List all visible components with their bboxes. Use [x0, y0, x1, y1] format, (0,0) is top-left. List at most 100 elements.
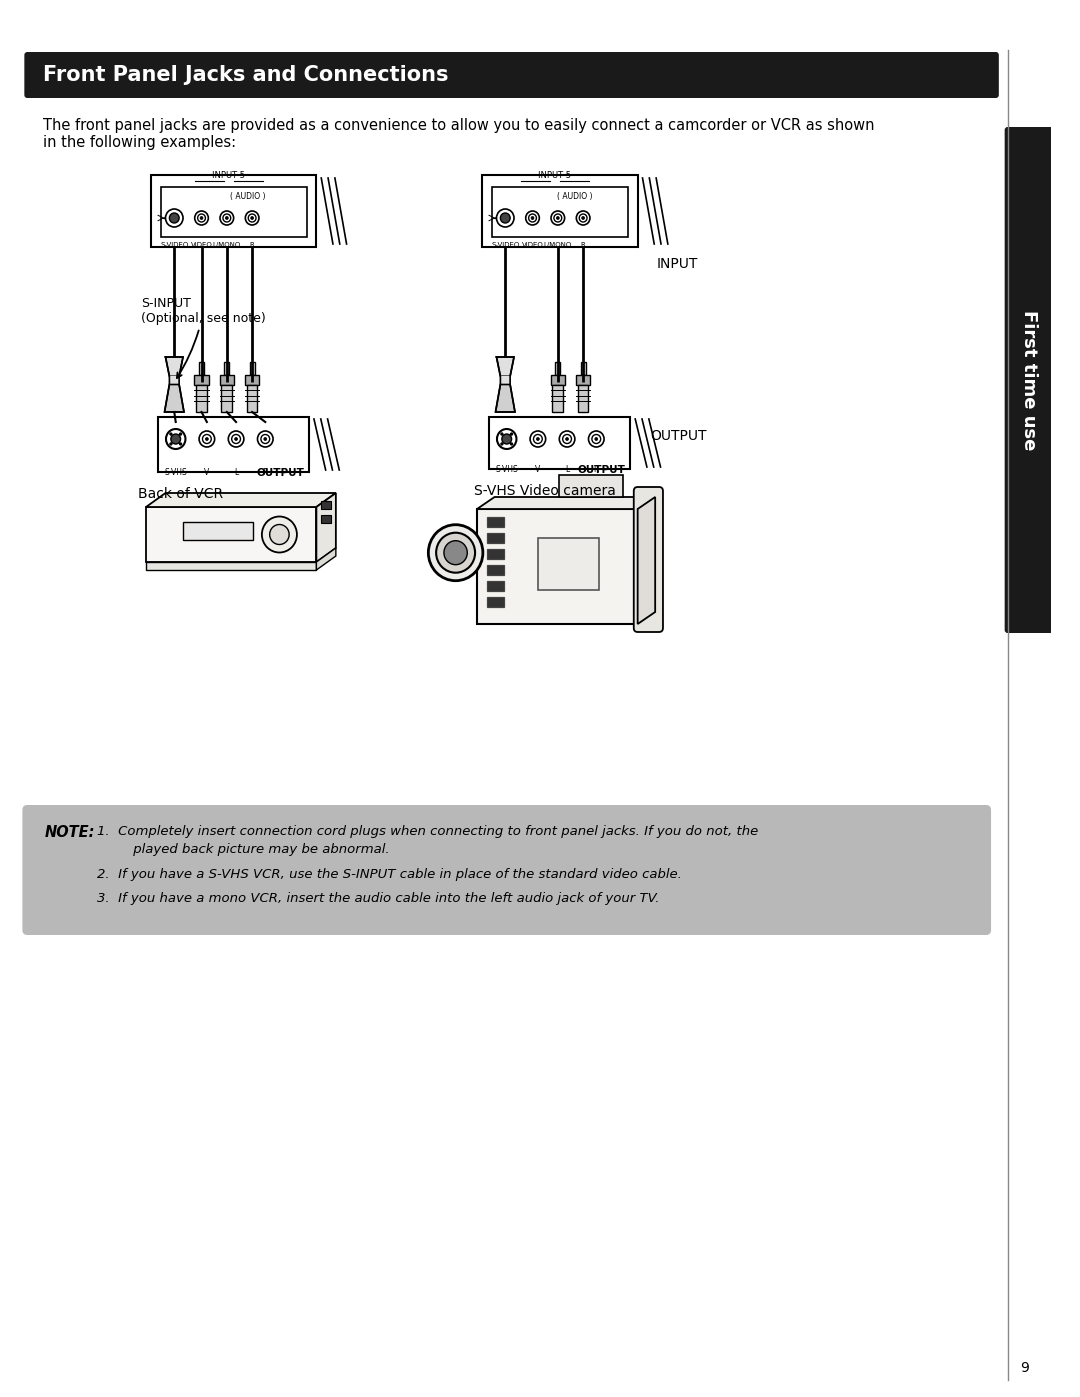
Bar [151, 175, 316, 247]
Text: OUTPUT: OUTPUT [650, 429, 706, 443]
Circle shape [179, 443, 181, 446]
Circle shape [232, 434, 241, 443]
Bar [146, 507, 316, 562]
Bar [194, 374, 208, 384]
Text: V: V [204, 468, 210, 476]
Text: R: R [581, 242, 585, 249]
Circle shape [497, 210, 514, 226]
Text: S-INPUT
(Optional, see note): S-INPUT (Optional, see note) [141, 298, 266, 379]
Bar [158, 416, 309, 472]
Bar [489, 416, 631, 469]
Circle shape [551, 211, 565, 225]
Circle shape [554, 214, 562, 222]
Circle shape [530, 432, 545, 447]
Circle shape [497, 429, 516, 448]
Circle shape [537, 437, 539, 440]
Polygon shape [316, 548, 336, 570]
Circle shape [500, 212, 510, 224]
Bar [500, 376, 510, 384]
Circle shape [199, 432, 215, 447]
Text: OUTPUT: OUTPUT [578, 465, 625, 475]
Circle shape [502, 434, 512, 444]
Bar [487, 517, 504, 527]
Bar [555, 362, 561, 374]
Circle shape [436, 532, 475, 573]
Polygon shape [496, 384, 515, 412]
Bar [197, 384, 207, 412]
Bar [321, 502, 330, 509]
Bar [576, 374, 591, 384]
Polygon shape [165, 358, 183, 376]
Polygon shape [316, 493, 336, 562]
Bar [146, 562, 316, 570]
Circle shape [251, 217, 254, 219]
Bar [578, 384, 589, 412]
Circle shape [556, 217, 559, 219]
Circle shape [501, 433, 503, 434]
Circle shape [592, 434, 600, 443]
Text: V: V [536, 465, 540, 474]
Text: L: L [234, 468, 239, 476]
Bar [491, 187, 627, 237]
Circle shape [563, 434, 571, 443]
Text: S-VHS: S-VHS [164, 468, 187, 476]
Text: S-VHS Video camera: S-VHS Video camera [474, 483, 616, 497]
Circle shape [511, 443, 513, 446]
Bar [321, 515, 330, 522]
Text: INPUT 5: INPUT 5 [213, 170, 245, 180]
Circle shape [582, 217, 584, 219]
Polygon shape [477, 497, 656, 509]
Text: ( AUDIO ): ( AUDIO ) [556, 191, 592, 201]
Bar [247, 384, 257, 412]
Bar [538, 538, 599, 590]
Text: Front Panel Jacks and Connections: Front Panel Jacks and Connections [43, 66, 448, 85]
Circle shape [220, 211, 233, 225]
FancyBboxPatch shape [634, 488, 663, 631]
Bar [487, 549, 504, 559]
Circle shape [222, 214, 231, 222]
Circle shape [534, 434, 542, 443]
Text: played back picture may be abnormal.: played back picture may be abnormal. [112, 842, 390, 856]
Circle shape [170, 212, 179, 224]
Circle shape [531, 217, 534, 219]
Text: 1.  Completely insert connection cord plugs when connecting to front panel jacks: 1. Completely insert connection cord plu… [97, 826, 758, 838]
Circle shape [202, 434, 212, 443]
Text: Back of VCR: Back of VCR [137, 488, 222, 502]
Polygon shape [146, 493, 336, 507]
Text: R: R [262, 468, 268, 476]
Circle shape [194, 211, 208, 225]
Bar [225, 362, 229, 374]
Circle shape [179, 433, 181, 434]
Bar [170, 376, 179, 384]
Circle shape [270, 524, 289, 545]
Circle shape [205, 437, 208, 440]
FancyBboxPatch shape [23, 805, 991, 935]
Bar [551, 374, 565, 384]
Circle shape [511, 433, 513, 434]
Text: R: R [594, 465, 599, 474]
Text: S-VHS: S-VHS [496, 465, 518, 474]
Circle shape [170, 443, 172, 446]
FancyBboxPatch shape [25, 52, 999, 98]
Bar [487, 534, 504, 543]
Circle shape [198, 214, 205, 222]
Circle shape [559, 432, 575, 447]
Circle shape [165, 210, 183, 226]
Bar [553, 384, 563, 412]
Polygon shape [497, 358, 514, 376]
Text: 9: 9 [1020, 1361, 1028, 1375]
Polygon shape [164, 384, 184, 412]
Bar [245, 374, 259, 384]
Bar [581, 362, 585, 374]
Text: VIDEO: VIDEO [191, 242, 213, 249]
Text: ( AUDIO ): ( AUDIO ) [230, 191, 266, 201]
Text: S-VIDEO: S-VIDEO [160, 242, 188, 249]
Circle shape [261, 517, 297, 552]
Circle shape [501, 443, 503, 446]
Text: R: R [249, 242, 255, 249]
Text: L: L [565, 465, 569, 474]
Circle shape [248, 214, 256, 222]
Circle shape [429, 525, 483, 581]
Text: INPUT: INPUT [657, 257, 699, 271]
Text: L/MONO: L/MONO [543, 242, 572, 249]
